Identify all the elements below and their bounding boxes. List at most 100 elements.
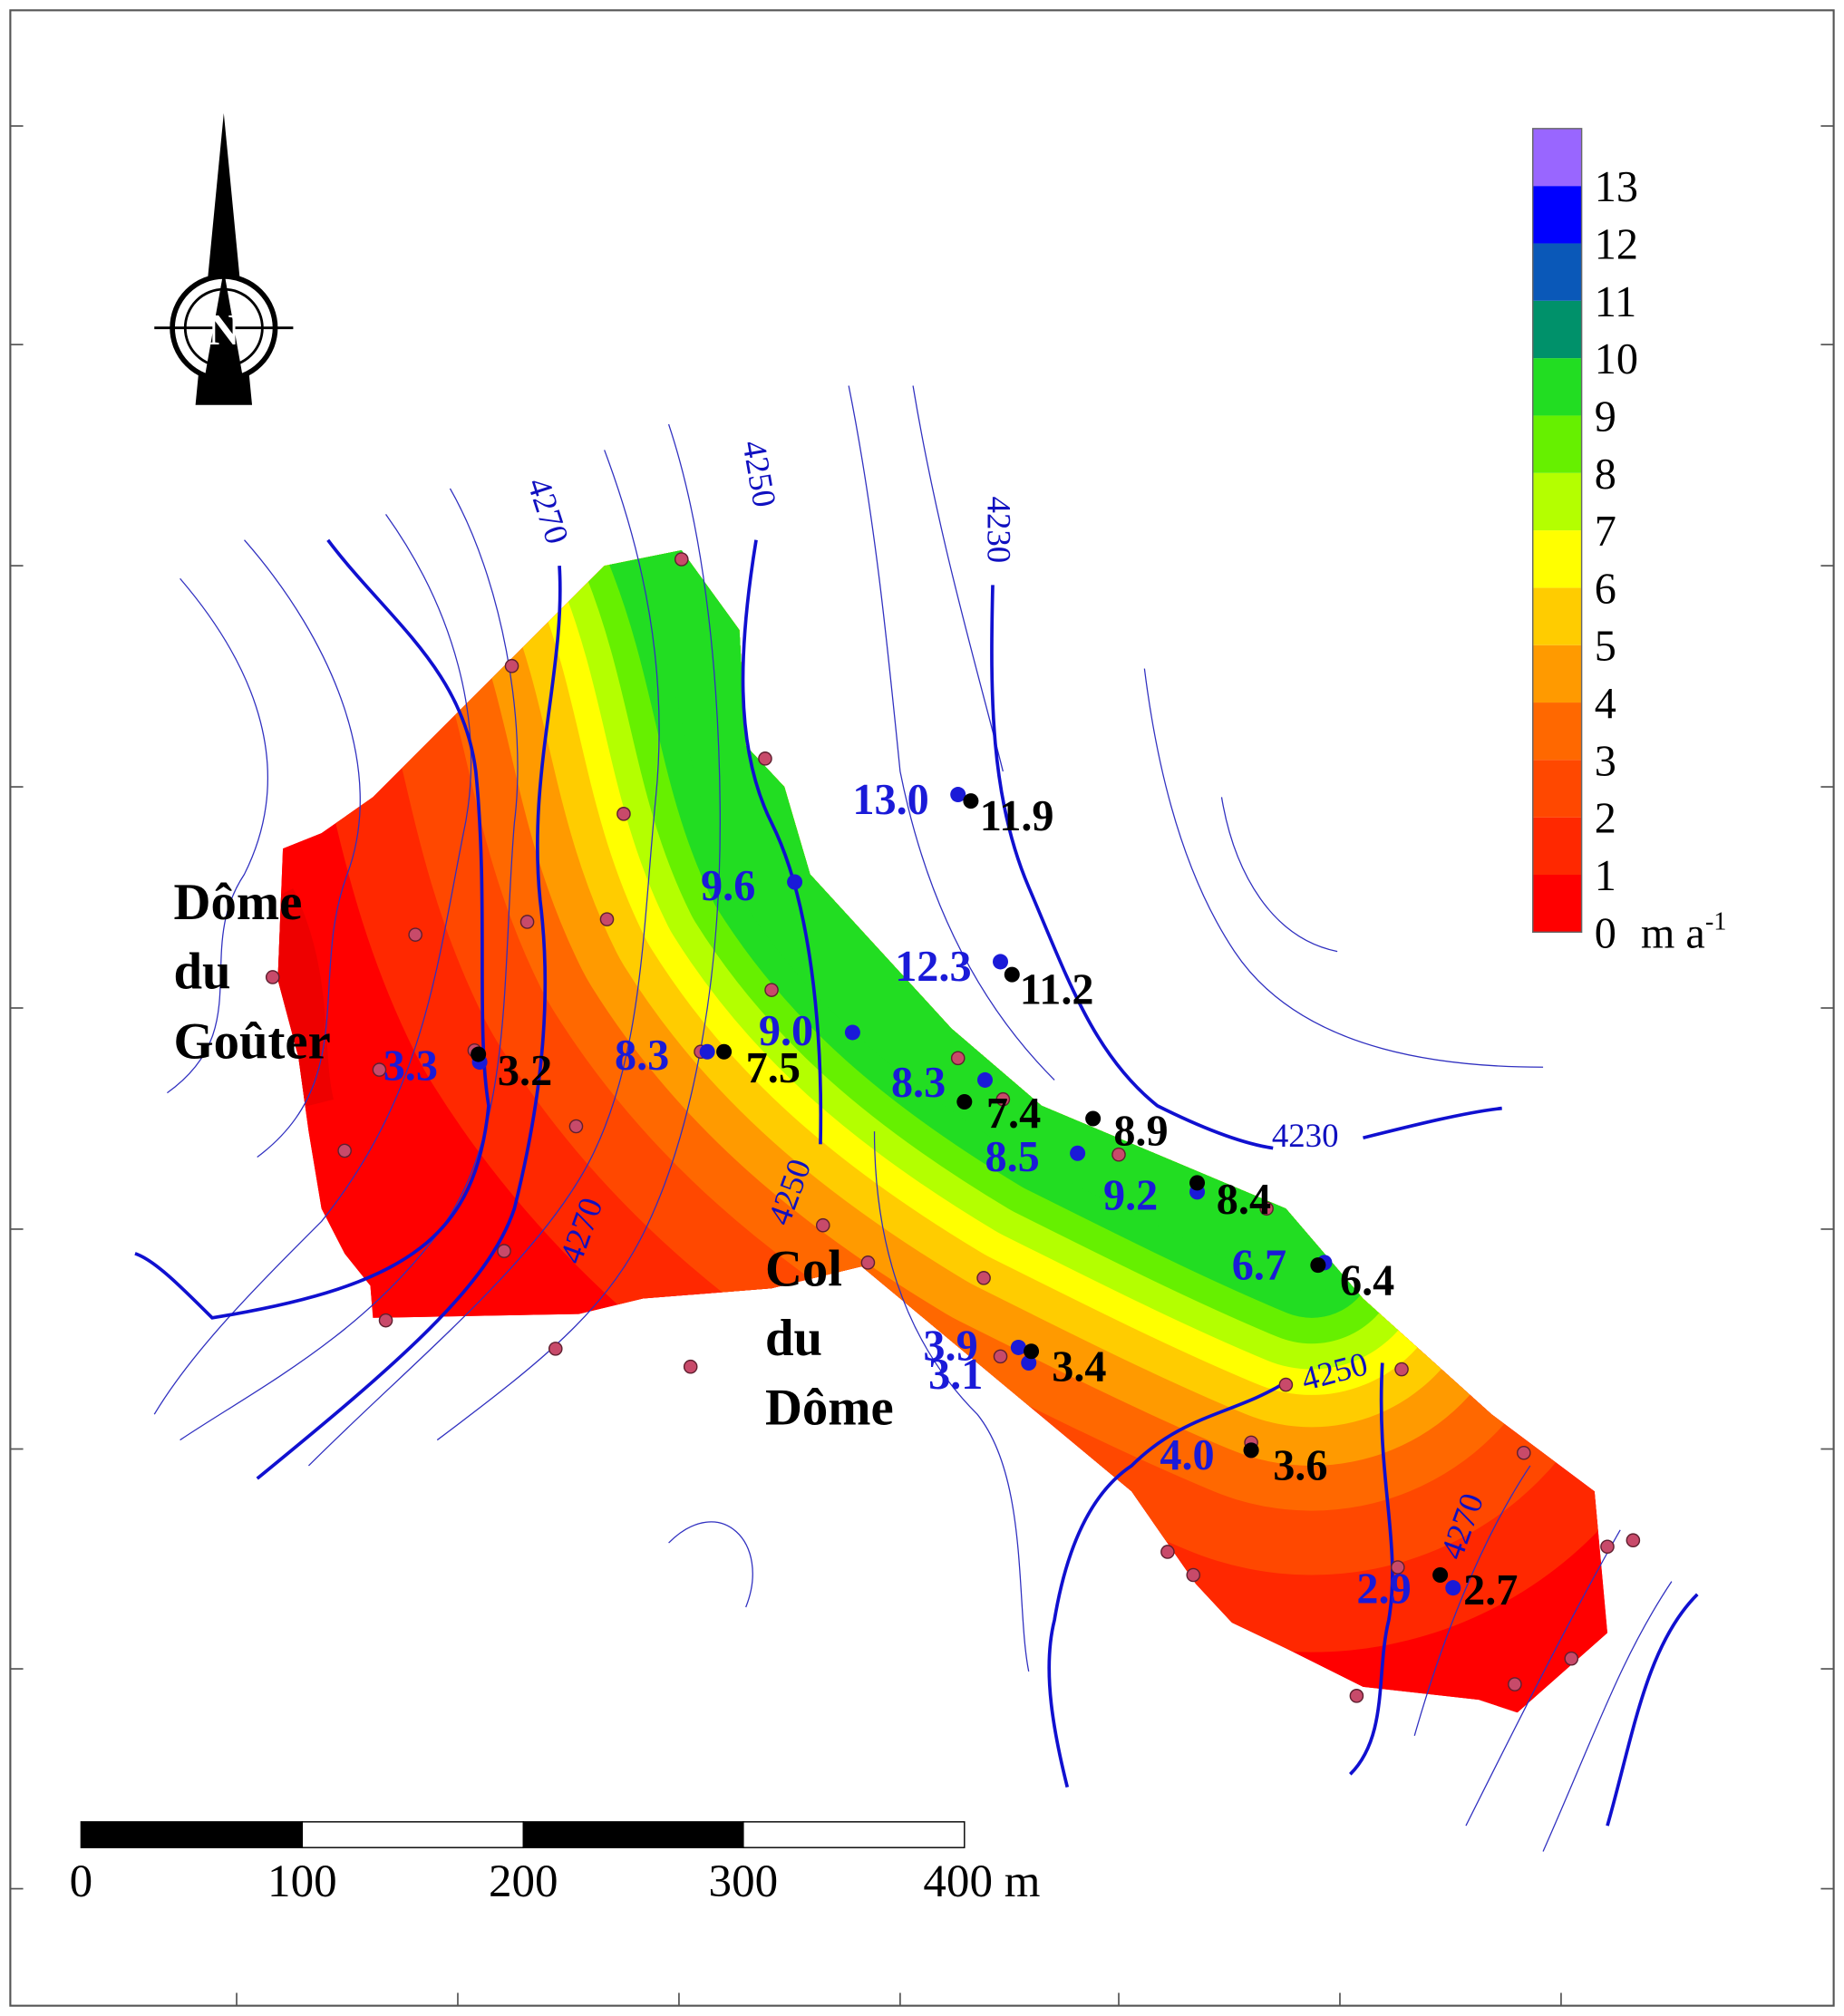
scale-label: 100 (267, 1856, 337, 1907)
stake (1432, 1566, 1449, 1584)
north-arrow: N (154, 112, 294, 405)
survey-point (976, 1271, 991, 1285)
survey-point (815, 1217, 830, 1233)
stake (1024, 1343, 1040, 1360)
legend-label: 0 (1595, 909, 1616, 957)
blue-value: 12.3 (895, 943, 971, 991)
legend-label: 1 (1595, 852, 1616, 900)
stake (1070, 1145, 1086, 1161)
unit-sup: -1 (1705, 907, 1727, 935)
legend-swatch (1532, 186, 1582, 244)
blue-value: 3.1 (928, 1351, 983, 1399)
legend-label: 6 (1595, 565, 1616, 613)
survey-point (1516, 1445, 1531, 1460)
legend-swatch (1532, 703, 1582, 761)
legend-label: 12 (1595, 220, 1638, 268)
north-label: N (208, 306, 239, 354)
scale-label: 0 (70, 1856, 93, 1907)
legend-swatch (1532, 760, 1582, 818)
black-value: 3.4 (1052, 1342, 1106, 1391)
survey-point (1111, 1147, 1126, 1162)
survey-point (860, 1255, 876, 1270)
place-name: Col (765, 1240, 842, 1297)
survey-point (1600, 1539, 1615, 1555)
legend-swatch (1532, 530, 1582, 588)
legend-swatch (1532, 358, 1582, 416)
stake (1243, 1442, 1259, 1459)
stake (1010, 1339, 1026, 1355)
stake (956, 1094, 973, 1110)
stake (787, 874, 803, 890)
place-name: Dôme (174, 874, 303, 931)
stake (716, 1043, 733, 1060)
scale-bar: 0 100 200 300 400 m (70, 1821, 1040, 1907)
survey-point (950, 1051, 966, 1066)
stake (993, 954, 1009, 970)
field-band (277, 888, 335, 1112)
blue-value: 8.3 (615, 1032, 669, 1080)
survey-point (1160, 1545, 1175, 1559)
legend-swatch (1532, 645, 1582, 703)
scale-segment (80, 1821, 304, 1848)
blue-value: 6.7 (1232, 1241, 1286, 1289)
legend-swatch (1532, 817, 1582, 875)
stakes (265, 552, 1641, 1703)
place-name: du (765, 1310, 822, 1367)
survey-point (1259, 1201, 1274, 1216)
survey-point (1186, 1567, 1201, 1583)
black-value: 7.4 (986, 1090, 1041, 1138)
black-value: 3.6 (1273, 1442, 1327, 1490)
black-value: 3.2 (498, 1047, 552, 1095)
stake (950, 787, 966, 803)
stake (1085, 1110, 1102, 1127)
scale-label: 200 (489, 1856, 558, 1907)
stake (976, 1071, 994, 1088)
survey-point (1349, 1689, 1364, 1703)
place-name: Dôme (765, 1380, 894, 1437)
legend-label: 3 (1595, 737, 1616, 785)
survey-point (1564, 1651, 1579, 1666)
survey-point (1278, 1377, 1294, 1392)
legend-label: 4 (1595, 680, 1616, 728)
survey-point (372, 1062, 387, 1077)
survey-point (408, 927, 422, 942)
blue-value: 2.9 (1356, 1565, 1411, 1614)
legend-label: 9 (1595, 393, 1616, 441)
survey-point (548, 1342, 563, 1356)
black-value: 8.4 (1217, 1176, 1271, 1224)
survey-point (616, 807, 631, 821)
stake (1445, 1580, 1461, 1596)
legend-label: 5 (1595, 623, 1616, 671)
survey-point (674, 552, 689, 567)
legend-border (1532, 128, 1583, 934)
stake (844, 1024, 860, 1041)
place-name: Goûter (174, 1013, 331, 1070)
blue-value: 8.5 (985, 1133, 1039, 1181)
black-value: 11.9 (980, 792, 1054, 840)
legend-swatch (1532, 415, 1582, 473)
field-band (630, 550, 1351, 1293)
survey-point (683, 1359, 698, 1374)
legend-swatch (1532, 874, 1582, 933)
survey-point (1626, 1533, 1641, 1548)
legend-label: 10 (1595, 335, 1638, 383)
legend-label: 11 (1595, 278, 1636, 326)
black-value: 11.2 (1020, 966, 1094, 1014)
stake (1021, 1354, 1037, 1371)
scale-segment (522, 1821, 744, 1848)
blue-value: 3.3 (383, 1042, 438, 1090)
legend-swatch (1532, 128, 1582, 187)
survey-point (504, 658, 519, 674)
survey-point (1390, 1560, 1405, 1575)
legend-unit: m a-1 (1641, 907, 1727, 957)
contour-label: 4230 (980, 497, 1017, 564)
stake (471, 1046, 487, 1062)
survey-point (497, 1244, 511, 1258)
scale-label: 300 (709, 1856, 779, 1907)
contour-label: 4230 (1272, 1117, 1339, 1154)
scale-label: 400 m (923, 1856, 1040, 1907)
legend-swatch (1532, 243, 1582, 301)
